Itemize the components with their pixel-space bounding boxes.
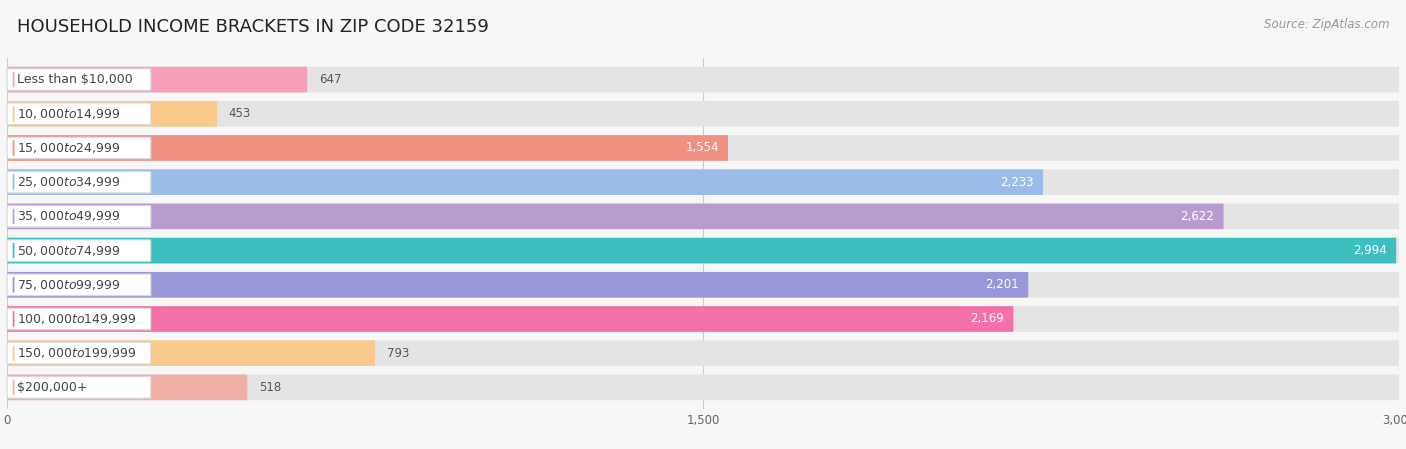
FancyBboxPatch shape bbox=[7, 238, 1399, 264]
Text: $50,000 to $74,999: $50,000 to $74,999 bbox=[17, 243, 121, 258]
FancyBboxPatch shape bbox=[7, 67, 1399, 92]
Text: Source: ZipAtlas.com: Source: ZipAtlas.com bbox=[1264, 18, 1389, 31]
FancyBboxPatch shape bbox=[7, 340, 375, 366]
Text: 2,622: 2,622 bbox=[1181, 210, 1215, 223]
FancyBboxPatch shape bbox=[7, 377, 150, 398]
FancyBboxPatch shape bbox=[7, 169, 1043, 195]
Text: 2,233: 2,233 bbox=[1000, 176, 1033, 189]
Text: $75,000 to $99,999: $75,000 to $99,999 bbox=[17, 278, 121, 292]
FancyBboxPatch shape bbox=[7, 374, 247, 400]
Text: 1,554: 1,554 bbox=[685, 141, 718, 154]
Text: 453: 453 bbox=[229, 107, 252, 120]
FancyBboxPatch shape bbox=[7, 238, 1396, 264]
Text: 793: 793 bbox=[387, 347, 409, 360]
FancyBboxPatch shape bbox=[7, 135, 1399, 161]
FancyBboxPatch shape bbox=[7, 101, 1399, 127]
Text: $200,000+: $200,000+ bbox=[17, 381, 87, 394]
FancyBboxPatch shape bbox=[7, 169, 1399, 195]
FancyBboxPatch shape bbox=[7, 172, 150, 193]
FancyBboxPatch shape bbox=[7, 206, 150, 227]
Text: $35,000 to $49,999: $35,000 to $49,999 bbox=[17, 209, 121, 224]
FancyBboxPatch shape bbox=[7, 137, 150, 159]
FancyBboxPatch shape bbox=[7, 274, 150, 295]
Text: 647: 647 bbox=[319, 73, 342, 86]
FancyBboxPatch shape bbox=[7, 306, 1014, 332]
FancyBboxPatch shape bbox=[7, 306, 1399, 332]
Text: $15,000 to $24,999: $15,000 to $24,999 bbox=[17, 141, 121, 155]
Text: $10,000 to $14,999: $10,000 to $14,999 bbox=[17, 107, 121, 121]
FancyBboxPatch shape bbox=[7, 103, 150, 124]
FancyBboxPatch shape bbox=[7, 340, 1399, 366]
FancyBboxPatch shape bbox=[7, 374, 1399, 400]
Text: HOUSEHOLD INCOME BRACKETS IN ZIP CODE 32159: HOUSEHOLD INCOME BRACKETS IN ZIP CODE 32… bbox=[17, 18, 489, 36]
FancyBboxPatch shape bbox=[7, 69, 150, 90]
Text: 2,169: 2,169 bbox=[970, 313, 1004, 326]
Text: $100,000 to $149,999: $100,000 to $149,999 bbox=[17, 312, 136, 326]
FancyBboxPatch shape bbox=[7, 203, 1223, 229]
FancyBboxPatch shape bbox=[7, 240, 150, 261]
Text: Less than $10,000: Less than $10,000 bbox=[17, 73, 134, 86]
Text: 518: 518 bbox=[259, 381, 281, 394]
Text: 2,994: 2,994 bbox=[1353, 244, 1386, 257]
Text: 2,201: 2,201 bbox=[986, 278, 1019, 291]
FancyBboxPatch shape bbox=[7, 135, 728, 161]
FancyBboxPatch shape bbox=[7, 272, 1028, 298]
FancyBboxPatch shape bbox=[7, 101, 217, 127]
FancyBboxPatch shape bbox=[7, 272, 1399, 298]
Text: $25,000 to $34,999: $25,000 to $34,999 bbox=[17, 175, 121, 189]
Text: $150,000 to $199,999: $150,000 to $199,999 bbox=[17, 346, 136, 360]
FancyBboxPatch shape bbox=[7, 67, 308, 92]
FancyBboxPatch shape bbox=[7, 343, 150, 364]
FancyBboxPatch shape bbox=[7, 203, 1399, 229]
FancyBboxPatch shape bbox=[7, 308, 150, 330]
